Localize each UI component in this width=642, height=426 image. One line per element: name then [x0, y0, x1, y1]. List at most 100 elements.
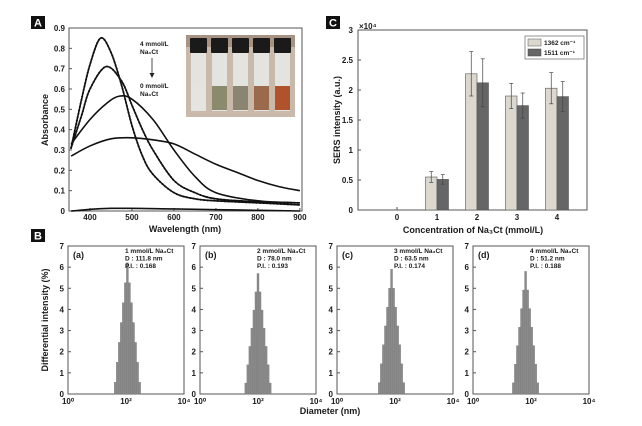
curve-marker [125, 89, 128, 92]
curve-marker [128, 99, 131, 102]
curve-marker [81, 95, 84, 98]
vial-cap [232, 38, 249, 53]
curve-marker [79, 102, 82, 105]
curve-marker [293, 203, 296, 206]
curve-marker [128, 115, 131, 118]
y-multiplier: ×10⁴ [359, 22, 377, 31]
y-tick-label: 2 [192, 348, 197, 357]
curve-marker [120, 79, 123, 82]
curve-marker [112, 57, 115, 60]
sample-annotation: P.I. : 0.168 [125, 263, 156, 270]
curve-marker [230, 199, 233, 202]
curve-marker [109, 66, 112, 69]
vial-liquid [275, 86, 290, 110]
curve-marker [220, 200, 223, 203]
y-tick-label: 3 [465, 327, 470, 336]
x-tick-label: 10⁰ [194, 397, 207, 406]
curve-marker [147, 140, 150, 143]
histogram-bar [520, 308, 523, 395]
curve-marker [226, 199, 229, 202]
curve-marker [180, 185, 183, 188]
y-tick-label: 0.5 [54, 105, 66, 114]
curve-marker [116, 74, 119, 77]
histogram-bar [400, 363, 403, 395]
histogram-bar [394, 306, 397, 395]
curve-marker [130, 102, 133, 105]
legend-swatch-1511 [527, 48, 542, 57]
histogram-bar [380, 363, 383, 395]
bar-1511-4 [556, 96, 569, 211]
curve-marker [251, 200, 254, 203]
histogram-bar [386, 306, 389, 395]
x-tick-label: 10⁴ [583, 397, 596, 406]
curve-marker [125, 104, 128, 107]
x-tick-label: 10⁰ [62, 397, 75, 406]
x-tick-label: 10² [389, 397, 401, 406]
absorbance-curve-2 [70, 94, 300, 204]
legend-swatch-1362 [527, 38, 542, 47]
histogram-bar [120, 322, 123, 395]
curve-marker [111, 54, 114, 57]
y-tick-label: 7 [465, 242, 470, 251]
curve-marker [216, 197, 219, 200]
curve-marker [219, 198, 222, 201]
y-tick-label: 0 [192, 390, 197, 399]
histogram-bar [264, 346, 268, 395]
histogram-bar [512, 382, 515, 395]
curve-marker [206, 196, 209, 199]
curve-marker [78, 109, 81, 112]
subplot-tag: (a) [73, 250, 84, 260]
x-tick-label: 3 [515, 213, 520, 222]
curve-marker [78, 120, 81, 123]
x-tick-label: 10⁴ [447, 397, 460, 406]
x-tick-label: 400 [83, 213, 97, 222]
y-tick-label: 1 [329, 369, 334, 378]
histogram-bar [254, 291, 258, 395]
curve-marker [84, 100, 87, 103]
x-tick-label: 0 [395, 213, 400, 222]
histogram-bar [536, 382, 539, 395]
bar-1362-4 [545, 87, 558, 211]
svg-text:A: A [34, 18, 42, 30]
y-axis-label: SERS intensity (a.u.) [332, 76, 342, 164]
y-tick-label: 0.6 [54, 85, 66, 94]
curve-marker [126, 108, 129, 111]
curve-marker [210, 199, 213, 202]
curve-marker [164, 185, 167, 188]
curve-marker [161, 183, 164, 186]
histogram-bar [244, 382, 247, 395]
sample-annotation: P.I. : 0.174 [394, 263, 425, 270]
bar-1511-3 [516, 105, 529, 211]
curve-marker [120, 84, 123, 87]
x-tick-label: 10⁴ [310, 397, 323, 406]
subplot-tag: (b) [205, 250, 217, 260]
sample-annotation: D : 111.8 nm [125, 256, 163, 263]
y-tick-label: 1 [349, 146, 354, 155]
curve-marker [116, 71, 119, 74]
histogram-bar [252, 309, 256, 395]
sample-annotation: D : 51.2 nm [530, 256, 565, 263]
vial-liquid [254, 86, 269, 110]
absorbance-curve-4 [71, 207, 300, 212]
curve-marker [106, 65, 109, 68]
curve-marker [149, 170, 152, 173]
histogram-bar [524, 271, 527, 395]
histogram-bar [132, 322, 135, 395]
y-axis-label: Absorbance [40, 94, 50, 146]
histogram-bar [126, 262, 129, 395]
y-tick-label: 3 [60, 327, 65, 336]
vial-cap [211, 38, 228, 53]
legend-label-1511: 1511 cm⁻¹ [544, 50, 575, 57]
curve-marker [283, 203, 286, 206]
curve-marker [77, 123, 80, 126]
x-axis-label: Wavelength (nm) [149, 224, 221, 234]
curve-marker [133, 131, 136, 134]
curve-marker [129, 118, 132, 121]
curve-marker [82, 106, 85, 109]
curve-marker [93, 48, 96, 51]
y-tick-label: 6 [329, 263, 334, 272]
y-tick-label: 4 [465, 305, 470, 314]
curve-marker [139, 124, 142, 127]
